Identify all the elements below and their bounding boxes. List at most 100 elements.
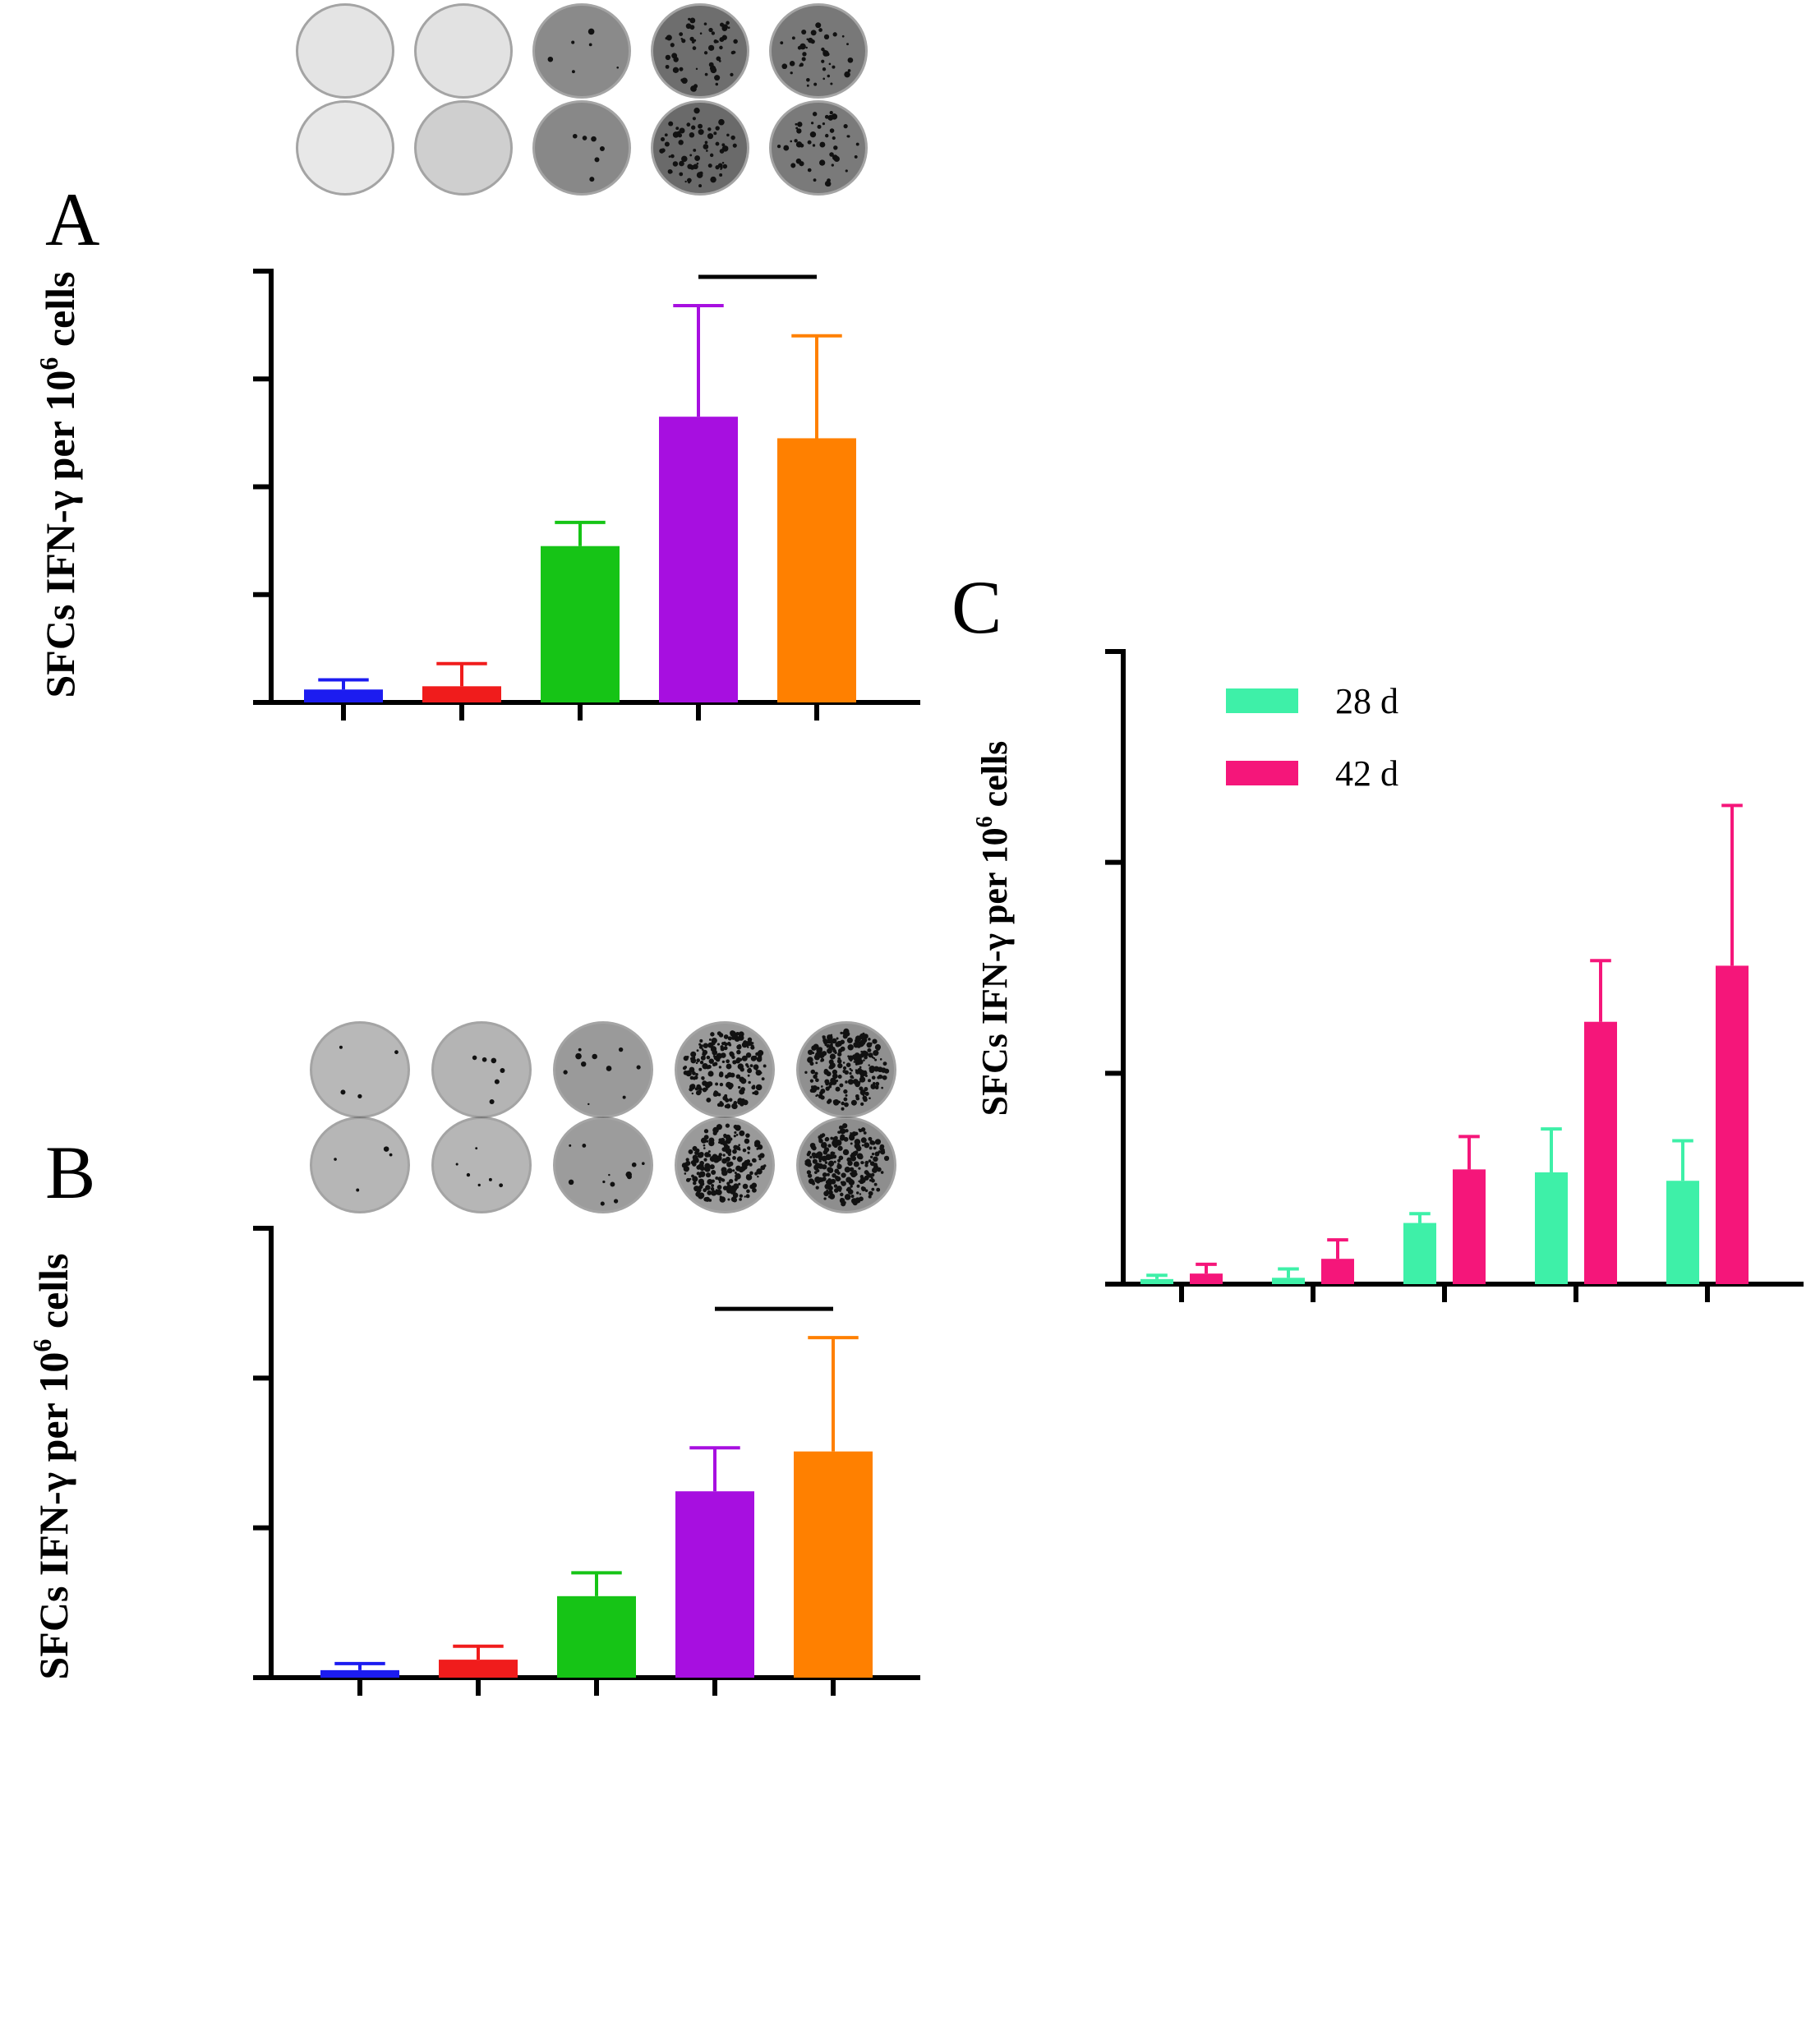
elispot-spot (730, 1188, 736, 1195)
elispot-spot (840, 1181, 844, 1184)
panel-c-bar-s1-1-rect (1321, 1259, 1354, 1284)
elispot-spot (814, 1057, 818, 1059)
elispot-spot (753, 1055, 758, 1059)
elispot-spot (665, 64, 670, 69)
elispot-spot (721, 161, 725, 164)
elispot-spot (807, 168, 812, 173)
elispot-spot (820, 1085, 823, 1088)
elispot-spot (699, 1181, 705, 1186)
elispot-spot (832, 1038, 837, 1044)
elispot-spot (863, 1131, 867, 1135)
elispot-spot (582, 1144, 587, 1148)
elispot-spot (698, 123, 703, 129)
elispot-spot (707, 1081, 713, 1087)
elispot-spot (850, 1185, 853, 1188)
elispot-spot (718, 1153, 722, 1157)
elispot-spot (739, 1197, 742, 1201)
elispot-spot (871, 1187, 875, 1191)
elispot-spot (826, 1043, 831, 1048)
elispot-spot (820, 1057, 825, 1062)
elispot-spot (846, 1157, 852, 1163)
elispot-spot (481, 1057, 487, 1062)
elispot-spot (719, 37, 725, 43)
elispot-spot (718, 1102, 724, 1107)
elispot-spot (837, 1063, 843, 1069)
elispot-spot (735, 1058, 740, 1064)
elispot-spot (790, 71, 793, 75)
elispot-spot (748, 1080, 751, 1084)
elispot-spot (841, 1107, 845, 1111)
elispot-spot (833, 145, 838, 150)
elispot-spot (678, 140, 684, 145)
elispot-spot (832, 1073, 838, 1080)
elispot-spot (746, 1041, 749, 1044)
elispot-spot (737, 1063, 744, 1070)
elispot-spot (726, 133, 730, 137)
elispot-spot (815, 1078, 819, 1083)
elispot-spot (691, 40, 695, 44)
elispot-spot (613, 1199, 619, 1204)
elispot-well (532, 100, 631, 196)
elispot-spot (705, 1172, 712, 1178)
elispot-spot (859, 1086, 864, 1091)
elispot-spot (744, 1195, 746, 1198)
elispot-spot (547, 56, 554, 62)
elispot-spot (882, 1075, 887, 1080)
elispot-spot (835, 1176, 841, 1182)
panel-a-bar-0 (304, 678, 383, 702)
elispot-spot (723, 1046, 728, 1051)
elispot-spot (723, 1135, 726, 1139)
elispot-spot (823, 1190, 829, 1197)
elispot-spot (811, 1152, 817, 1158)
elispot-spot (830, 1151, 835, 1156)
panel-a-bar-2-rect (541, 546, 620, 702)
elispot-spot (829, 128, 835, 133)
elispot-spot (813, 178, 817, 182)
elispot-spot (821, 59, 825, 63)
elispot-spot (703, 1129, 709, 1134)
elispot-spot (684, 1066, 688, 1069)
elispot-spot (847, 69, 851, 72)
elispot-spot (712, 1062, 716, 1067)
elispot-spot (806, 77, 810, 82)
elispot-spot (842, 1069, 846, 1074)
elispot-spot (843, 1136, 849, 1142)
elispot-spot (707, 1150, 711, 1153)
elispot-well (414, 100, 513, 196)
elispot-spot (846, 43, 849, 46)
elispot-spot (705, 1088, 708, 1091)
elispot-spot (845, 1080, 848, 1084)
elispot-spot (736, 1049, 741, 1055)
elispot-spot (837, 1163, 841, 1167)
elispot-spot (721, 24, 729, 30)
elispot-spot (732, 143, 737, 148)
elispot-spot (811, 1045, 817, 1051)
elispot-spot (842, 1123, 848, 1129)
elispot-spot (815, 1186, 819, 1190)
elispot-spot (827, 1071, 830, 1075)
elispot-spot (563, 1070, 568, 1075)
elispot-spot (716, 1124, 722, 1130)
elispot-spot (868, 1136, 873, 1141)
elispot-spot (571, 70, 575, 74)
elispot-spot (723, 1034, 729, 1039)
elispot-spot (746, 1174, 751, 1179)
elispot-spot (690, 1160, 696, 1165)
elispot-spot (822, 122, 826, 126)
elispot-spot (730, 1072, 735, 1078)
elispot-spot (582, 136, 587, 140)
elispot-spot (733, 39, 738, 44)
elispot-spot (809, 1079, 814, 1083)
elispot-spot (713, 1158, 719, 1163)
elispot-spot (850, 1132, 852, 1135)
elispot-spot (840, 1192, 844, 1197)
elispot-spot (693, 1181, 697, 1186)
elispot-spot (690, 1057, 697, 1064)
elispot-spot (844, 1194, 851, 1200)
elispot-spot (791, 36, 795, 40)
elispot-spot (874, 1043, 882, 1051)
elispot-spot (861, 1144, 864, 1147)
elispot-spot (692, 1154, 698, 1161)
panel-b-bar-1 (439, 1644, 518, 1678)
elispot-spot (818, 159, 826, 166)
